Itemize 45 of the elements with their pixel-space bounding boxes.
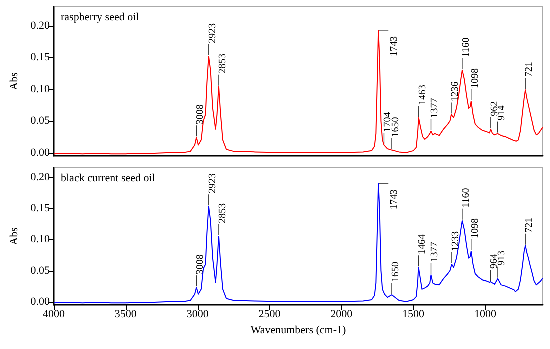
y-tick-label: 0.05 xyxy=(30,115,50,128)
y-axis-title: Abs xyxy=(8,72,20,90)
x-tick-label: 2500 xyxy=(258,308,282,320)
annotation: 1233 xyxy=(450,232,462,252)
annotation: 1650 xyxy=(390,262,402,282)
x-tick-label: 1500 xyxy=(402,308,426,320)
y-tick-label: 0.10 xyxy=(30,83,50,96)
annotation: 2853 xyxy=(217,204,228,224)
annotation: 1098 xyxy=(470,68,481,88)
annotation: 2853 xyxy=(217,54,228,74)
x-axis-title: Wavenumbers (cm-1) xyxy=(250,324,346,336)
x-tick-label: 3500 xyxy=(114,308,138,320)
chart-title: raspberry seed oil xyxy=(61,12,140,24)
annotation: 914 xyxy=(496,106,508,121)
annotation: 1743 xyxy=(389,36,400,56)
y-tick-label: 0.00 xyxy=(30,296,50,308)
annotation: 3008 xyxy=(195,254,206,275)
x-tick-label: 1000 xyxy=(474,308,497,320)
annotation: 1377 xyxy=(430,242,441,262)
x-tick-label: 2000 xyxy=(330,308,354,320)
y-tick-label: 0.20 xyxy=(30,20,50,32)
y-tick-label: 0.15 xyxy=(30,202,50,214)
annotation: 2923 xyxy=(207,23,218,44)
annotation: 1743 xyxy=(389,190,400,210)
annotation: 1463 xyxy=(417,84,428,105)
y-tick-label: 0.20 xyxy=(30,171,50,184)
annotation: 1160 xyxy=(460,38,472,58)
annotation: 1160 xyxy=(460,188,472,208)
annotation: 1650 xyxy=(390,117,402,138)
annotation: 1098 xyxy=(470,218,481,238)
y-tick-label: 0.05 xyxy=(30,264,50,277)
annotation: 1377 xyxy=(430,98,441,118)
x-tick-label: 3000 xyxy=(186,308,210,320)
annotation: 3008 xyxy=(195,104,206,125)
annotation: 721 xyxy=(524,218,536,233)
y-tick-label: 0.10 xyxy=(30,234,50,246)
y-tick-label: 0.00 xyxy=(30,146,50,159)
y-axis-title: Abs xyxy=(8,228,20,246)
annotation: 2923 xyxy=(207,174,218,194)
y-tick-label: 0.15 xyxy=(30,52,50,64)
annotation: 721 xyxy=(524,62,536,78)
x-tick-label: 4000 xyxy=(43,308,66,320)
annotation: 1236 xyxy=(450,82,462,102)
annotation: 1464 xyxy=(417,234,428,255)
chart-title: black current seed oil xyxy=(61,172,156,184)
